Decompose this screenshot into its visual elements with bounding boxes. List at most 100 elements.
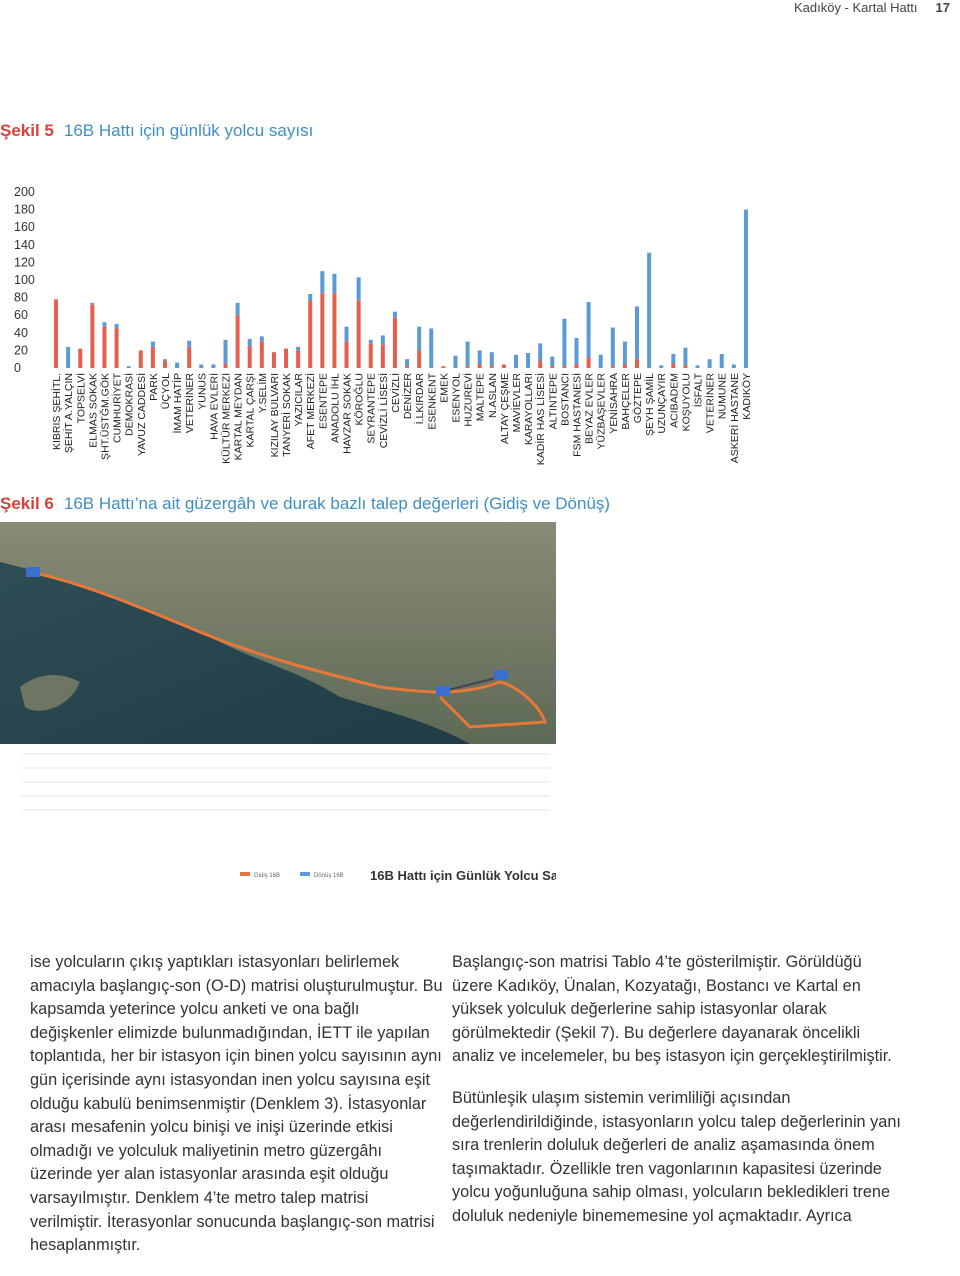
- bar-segment: [465, 366, 470, 368]
- route-map: Gidiş 16B Dönüş 16B 16B Hattı için Günlü…: [0, 522, 556, 894]
- bar-segment: [562, 318, 567, 367]
- bar-segment: [271, 352, 276, 368]
- x-tick-label: KADIKÖY: [741, 373, 753, 420]
- bar-segment: [574, 338, 579, 365]
- bar-segment: [320, 271, 325, 294]
- header-title: Kadıköy - Kartal Hattı: [793, 0, 918, 15]
- bar-segment: [405, 366, 410, 368]
- bar-segment: [659, 365, 664, 368]
- text-column: Başlangıç-son matrisi Tablo 4’te gösteri…: [452, 951, 902, 1247]
- y-tick-label: 200: [14, 185, 35, 199]
- x-tick-label: YUNUS: [196, 373, 208, 410]
- bar-segment: [199, 364, 204, 368]
- bar-segment: [211, 364, 216, 368]
- x-tick-label: ALTAY ÇEŞME: [499, 373, 511, 444]
- y-tick-label: 120: [14, 255, 35, 269]
- x-tick-label: GÖZTEPE: [632, 373, 644, 423]
- figure-caption: Şekil 6 16B Hattı’na ait güzergâh ve dura…: [0, 494, 610, 514]
- inset-panel: [0, 744, 556, 894]
- bar-segment: [296, 346, 301, 351]
- inset-legend-swatch: [300, 872, 310, 876]
- x-tick-label: YAZICILAR: [293, 373, 305, 427]
- route-line: [29, 570, 548, 729]
- text-column: ise yolcuların çıkış yaptıkları istasyon…: [30, 951, 445, 1276]
- y-tick-label: 160: [14, 220, 35, 234]
- figure-title: 16B Hattı’na ait güzergâh ve durak bazlı…: [63, 494, 611, 513]
- bar-segment: [187, 340, 192, 347]
- bar-segment: [102, 322, 107, 327]
- inset-title: 16B Hattı için Günlük Yolcu Sayısı: [370, 868, 556, 883]
- x-tick-label: KARTAL ÇARŞI: [245, 373, 257, 448]
- bar-segment: [150, 346, 155, 368]
- bar-segment: [356, 277, 361, 301]
- x-tick-label: HUZUREVİ: [462, 373, 475, 427]
- bar-segment: [114, 328, 119, 368]
- bar-segment: [417, 350, 422, 368]
- bar-segment: [320, 293, 325, 368]
- x-tick-label: EMEK: [438, 373, 450, 403]
- y-tick-label: 140: [14, 238, 35, 252]
- bar-segment: [671, 363, 676, 368]
- bar-segment: [622, 364, 627, 368]
- stop-icon: [26, 567, 40, 577]
- bar-segment: [392, 311, 397, 318]
- x-tick-label: Y.SELİM: [256, 373, 269, 413]
- x-tick-label: ÜÇYOL: [160, 373, 172, 409]
- bar-segment: [731, 364, 736, 368]
- x-tick-label: AFET MERKEZİ: [304, 373, 317, 449]
- bar-segment: [380, 344, 385, 368]
- figure-caption: Şekil 5 16B Hattı için günlük yolcu sayıs…: [0, 121, 313, 141]
- x-tick-label: İSFALT: [692, 372, 705, 407]
- bar-segment: [441, 366, 446, 368]
- x-tick-label: CEVİZLİ: [389, 373, 402, 413]
- bar-segment: [284, 348, 289, 368]
- bar-segment: [683, 365, 688, 368]
- bar-chart: 0 20 40 60 80 100 120 140 160 180 200 KIBRIS ŞEHİTL…: [14, 185, 753, 465]
- bar-segment: [683, 347, 688, 366]
- paragraph: Başlangıç-son matrisi Tablo 4’te gösteri…: [452, 953, 892, 1066]
- bar-segment: [90, 302, 95, 305]
- x-tick-label: ŞHT.ÜSTĞM.GÖK: [98, 373, 111, 460]
- x-tick-label: CUMHURİYET: [111, 372, 124, 443]
- bar-segment: [392, 317, 397, 368]
- bar-segment: [586, 302, 591, 358]
- bar-segment: [344, 341, 349, 368]
- bar-segment: [695, 365, 700, 368]
- bar-segment: [162, 360, 167, 368]
- running-header: Kadıköy - Kartal Hattı 17: [794, 0, 950, 15]
- paragraph: Bütünleşik ulaşım sistemin verimliliği a…: [452, 1088, 901, 1225]
- x-tick-label: VETERİNER: [183, 373, 196, 434]
- x-tick-label: İ.LKIRDAR: [413, 373, 426, 425]
- bar-segment: [489, 352, 494, 367]
- bar-segment: [78, 348, 83, 368]
- inset-legend-swatch: [240, 872, 250, 876]
- bar-segment: [707, 359, 712, 368]
- y-tick-label: 0: [14, 361, 21, 375]
- x-tick-label: BAHÇELER: [620, 373, 632, 430]
- x-tick-label: YAVUZ CADDESİ: [135, 373, 148, 456]
- y-tick-label: 40: [14, 326, 28, 340]
- x-tick-label: ACIBADEM: [668, 373, 680, 428]
- bar-segment: [308, 301, 313, 368]
- x-tick-label: KADİR HAS LİSESİ: [534, 373, 547, 465]
- x-tick-label: KOŞUYOLU: [680, 373, 692, 431]
- bar-segment: [114, 324, 119, 329]
- x-tick-label: UZUNÇAYIR: [656, 373, 668, 434]
- bar-segment: [550, 366, 555, 368]
- x-tick-label: HAVZAR SOKAK: [342, 373, 354, 454]
- bar-segment: [380, 335, 385, 345]
- bar-segment: [223, 339, 228, 364]
- bar-segment: [477, 350, 482, 365]
- bar-segment: [296, 350, 301, 368]
- x-tick-label: PARK: [148, 373, 160, 401]
- bar-segment: [247, 346, 252, 368]
- bar-segment: [453, 355, 458, 368]
- bar-segment: [513, 354, 518, 368]
- bar-segment: [235, 315, 240, 368]
- figure-label: Şekil 6: [0, 494, 54, 513]
- x-tick-label: KÜLTÜR MERKEZİ: [220, 373, 233, 464]
- bar-segment: [586, 357, 591, 368]
- x-tick-label: BEYAZ EVLER: [584, 373, 596, 444]
- y-tick-label: 60: [14, 308, 28, 322]
- x-tick-label: ELMAS SOKAK: [87, 373, 99, 448]
